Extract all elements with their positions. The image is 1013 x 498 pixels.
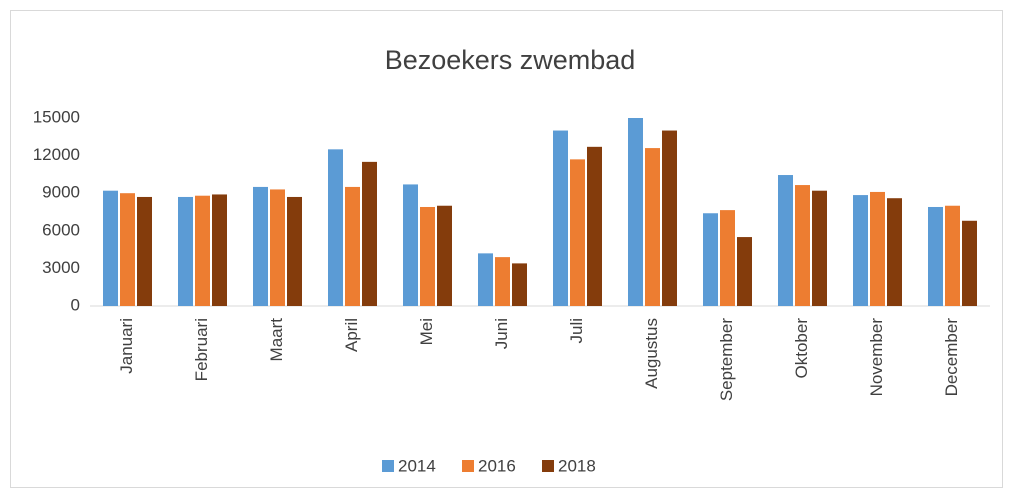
x-tick-label: Juni [492,318,511,349]
bar [720,210,735,306]
y-tick-label: 0 [71,295,80,314]
bar [345,186,360,306]
x-tick-label: Juli [567,318,586,344]
bar [253,186,268,306]
bar [270,189,285,306]
bar [812,190,827,306]
y-tick-label: 15000 [33,107,80,126]
bar [703,213,718,306]
chart-title: Bezoekers zwembad [385,45,636,75]
x-tick-label: September [717,318,736,401]
bar [195,195,210,306]
legend-swatch [462,460,474,472]
bar [137,196,152,306]
y-tick-label: 9000 [42,183,80,202]
bar [120,193,135,306]
bar [212,194,227,306]
bar [662,130,677,306]
legend-swatch [382,460,394,472]
x-tick-label: December [942,318,961,397]
bar [778,175,793,306]
bar [103,190,118,306]
x-tick-label: Oktober [792,318,811,379]
y-tick-label: 3000 [42,258,80,277]
legend-label: 2016 [478,456,516,475]
x-tick-label: Mei [417,318,436,345]
x-tick-label: Februari [192,318,211,381]
bar [870,191,885,306]
bar [287,196,302,306]
legend-label: 2014 [398,456,436,475]
bar [795,185,810,306]
bar [628,118,643,306]
bar [587,146,602,306]
bar [420,206,435,306]
bar [853,195,868,306]
bar [737,237,752,306]
legend-label: 2018 [558,456,596,475]
x-tick-label: Januari [117,318,136,374]
bar [495,257,510,306]
bar [437,205,452,306]
x-tick-label: Maart [267,318,286,362]
y-tick-label: 6000 [42,220,80,239]
x-tick-label: November [867,318,886,397]
bar [887,198,902,306]
bar [403,184,418,306]
bar [328,149,343,306]
legend-swatch [542,460,554,472]
bar [945,205,960,306]
x-tick-label: April [342,318,361,352]
bar [178,196,193,306]
bar [362,161,377,306]
bar [512,263,527,306]
bar [570,159,585,306]
chart-frame [10,10,1003,488]
bar [962,220,977,306]
bar [553,130,568,306]
bar [478,253,493,306]
x-tick-label: Augustus [642,318,661,389]
bar [645,148,660,306]
y-tick-label: 12000 [33,145,80,164]
bar [928,206,943,306]
